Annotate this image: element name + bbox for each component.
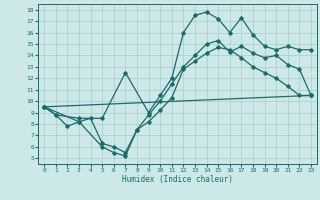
X-axis label: Humidex (Indice chaleur): Humidex (Indice chaleur) <box>122 175 233 184</box>
